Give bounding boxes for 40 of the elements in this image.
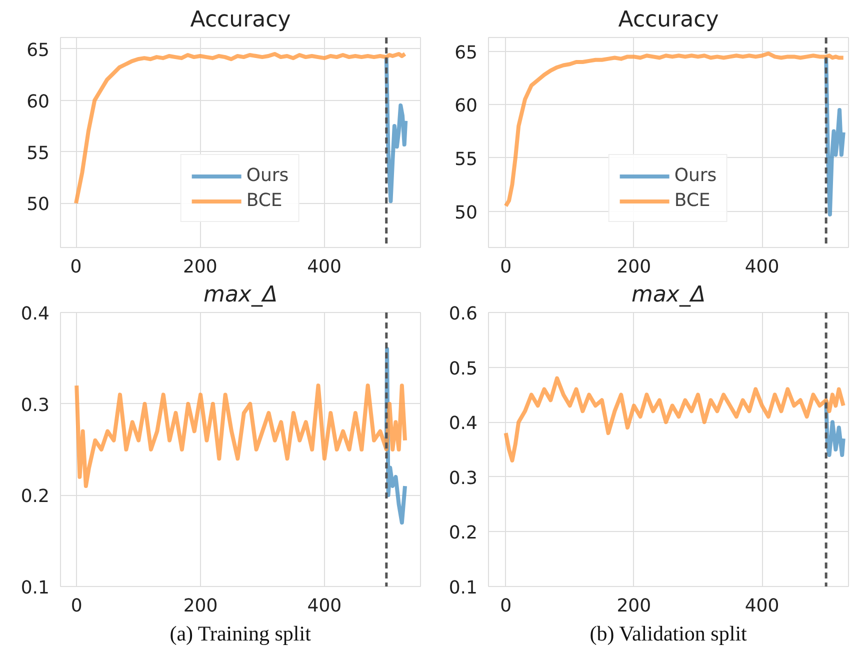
y-tick-label: 50 (454, 202, 478, 224)
y-tick-label: 0.2 (20, 486, 50, 508)
x-tick-label: 200 (616, 256, 652, 278)
text: (a) Training split (170, 622, 312, 646)
x-tick-label: 400 (744, 256, 780, 278)
x-tick-label: 0 (70, 596, 82, 616)
x-tick-label: 0 (500, 596, 512, 616)
x-tick-label: 400 (307, 596, 342, 616)
y-tick-label: 55 (454, 148, 478, 170)
y-tick-label: 0.3 (20, 394, 50, 416)
y-tick-label: 65 (454, 42, 478, 64)
y-tick-label: 60 (26, 91, 50, 112)
y-tick-label: 0.5 (448, 358, 478, 380)
x-tick-label: 200 (182, 256, 218, 278)
y-tick-label: 50 (26, 194, 50, 216)
chart-title: max_Δ (632, 282, 706, 308)
y-tick-label: 0.1 (20, 578, 50, 598)
legend-label: BCE (674, 190, 710, 211)
chart-title: Accuracy (618, 8, 719, 32)
y-tick-label: 65 (26, 40, 50, 61)
x-tick-label: 400 (307, 256, 342, 278)
x-tick-label: 400 (744, 596, 780, 616)
y-tick-label: 0.1 (448, 578, 478, 598)
y-tick-label: 55 (26, 142, 50, 164)
chart-title: max_Δ (204, 282, 278, 308)
chart-title: Accuracy (190, 8, 291, 32)
x-tick-label: 200 (616, 596, 652, 616)
y-tick-label: 0.2 (448, 522, 478, 544)
x-tick-label: 200 (183, 596, 218, 616)
x-tick-label: 0 (500, 256, 512, 278)
y-tick-label: 0.4 (448, 413, 478, 434)
legend-label: BCE (246, 190, 282, 211)
x-tick-label: 0 (70, 256, 82, 278)
legend-label: Ours (246, 165, 289, 186)
y-tick-label: 0.6 (448, 304, 478, 324)
text: (b) Validation split (590, 622, 748, 646)
y-tick-label: 60 (454, 96, 478, 117)
y-tick-label: 0.3 (448, 468, 478, 489)
legend-label: Ours (674, 165, 717, 186)
y-tick-label: 0.4 (20, 304, 50, 324)
